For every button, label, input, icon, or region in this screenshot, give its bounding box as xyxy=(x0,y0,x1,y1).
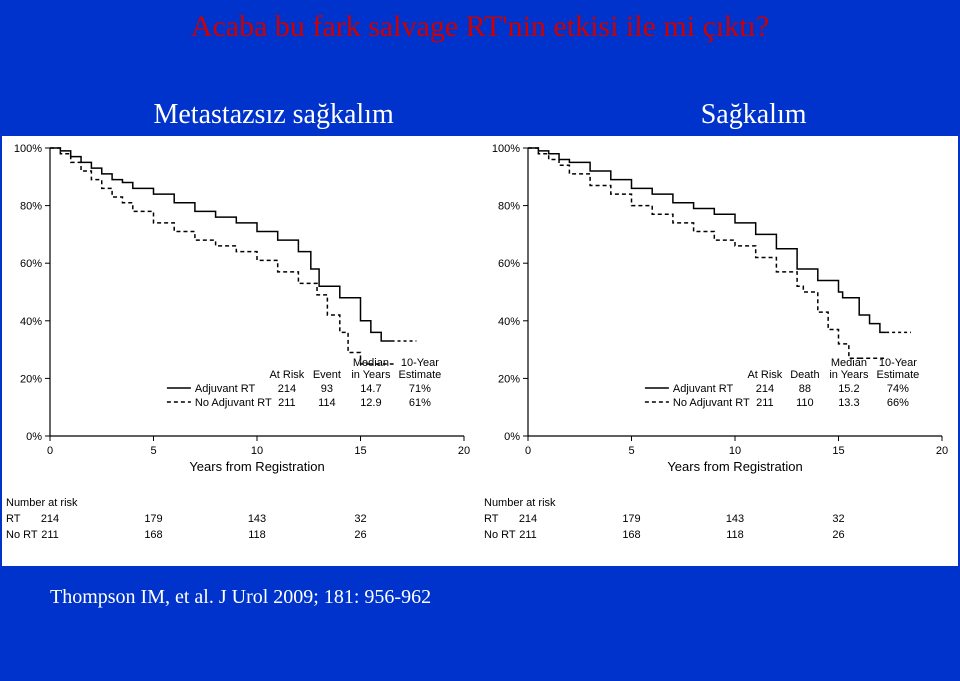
svg-text:80%: 80% xyxy=(20,201,42,213)
citation: Thompson IM, et al. J Urol 2009; 181: 95… xyxy=(50,586,960,609)
svg-text:20%: 20% xyxy=(20,373,42,385)
svg-text:32: 32 xyxy=(354,513,366,525)
svg-text:214: 214 xyxy=(278,383,296,395)
svg-text:Number at risk: Number at risk xyxy=(6,497,78,509)
svg-text:214: 214 xyxy=(756,383,774,395)
svg-text:211: 211 xyxy=(519,529,537,541)
svg-text:Event: Event xyxy=(313,369,341,381)
svg-text:214: 214 xyxy=(519,513,537,525)
svg-text:No RT: No RT xyxy=(6,529,38,541)
svg-text:At Risk: At Risk xyxy=(747,369,782,381)
svg-text:143: 143 xyxy=(248,513,266,525)
svg-text:0: 0 xyxy=(47,445,53,457)
svg-text:5: 5 xyxy=(628,445,634,457)
curve-adjuvant-rt xyxy=(50,148,392,341)
svg-text:Years from Registration: Years from Registration xyxy=(189,459,324,474)
svg-text:Adjuvant RT: Adjuvant RT xyxy=(673,383,734,395)
svg-text:12.9: 12.9 xyxy=(360,397,381,409)
svg-text:179: 179 xyxy=(144,513,162,525)
curve-no-adjuvant-rt xyxy=(50,148,369,364)
chart-left: 0% 20% 40% 60% 80% 100% 0 5 10 15 20 Years from Reg… xyxy=(2,136,480,566)
svg-text:0%: 0% xyxy=(504,431,520,443)
svg-text:Median: Median xyxy=(831,357,867,369)
svg-text:14.7: 14.7 xyxy=(360,383,381,395)
svg-text:26: 26 xyxy=(832,529,844,541)
svg-text:168: 168 xyxy=(622,529,640,541)
subtitle-row: Metastazsız sağkalım Sağkalım xyxy=(0,99,960,131)
svg-text:in Years: in Years xyxy=(351,369,391,381)
svg-text:20: 20 xyxy=(458,445,470,457)
svg-text:No RT: No RT xyxy=(484,529,516,541)
subtitle-right: Sağkalım xyxy=(701,99,807,131)
svg-text:211: 211 xyxy=(41,529,59,541)
svg-text:20%: 20% xyxy=(498,373,520,385)
svg-text:114: 114 xyxy=(318,397,336,409)
svg-text:71%: 71% xyxy=(409,383,431,395)
svg-text:93: 93 xyxy=(321,383,333,395)
svg-text:Estimate: Estimate xyxy=(399,369,442,381)
km-plot: 0% 20% 40% 60% 80% 100% 0 5 10 15 20 Years from Reg… xyxy=(2,136,480,566)
subtitle-left: Metastazsız sağkalım xyxy=(153,99,393,131)
svg-text:Death: Death xyxy=(790,369,819,381)
svg-text:Years from Registration: Years from Registration xyxy=(667,459,802,474)
svg-text:118: 118 xyxy=(248,529,266,541)
svg-text:Number at risk: Number at risk xyxy=(484,497,556,509)
svg-text:At Risk: At Risk xyxy=(269,369,304,381)
svg-text:143: 143 xyxy=(726,513,744,525)
svg-text:66%: 66% xyxy=(887,397,909,409)
svg-text:No Adjuvant RT: No Adjuvant RT xyxy=(673,397,750,409)
svg-text:in Years: in Years xyxy=(829,369,869,381)
svg-text:26: 26 xyxy=(354,529,366,541)
svg-text:88: 88 xyxy=(799,383,811,395)
svg-text:RT: RT xyxy=(6,513,21,525)
svg-text:15.2: 15.2 xyxy=(838,383,859,395)
svg-text:32: 32 xyxy=(832,513,844,525)
svg-text:5: 5 xyxy=(150,445,156,457)
svg-text:10-Year: 10-Year xyxy=(879,357,917,369)
svg-text:10-Year: 10-Year xyxy=(401,357,439,369)
svg-text:80%: 80% xyxy=(498,201,520,213)
svg-text:61%: 61% xyxy=(409,397,431,409)
svg-text:0%: 0% xyxy=(26,431,42,443)
svg-text:110: 110 xyxy=(796,397,814,409)
svg-text:Median: Median xyxy=(353,357,389,369)
svg-text:211: 211 xyxy=(278,397,296,409)
chart-right: 0% 20% 40% 60% 80% 100% 0 5 10 15 20 Years from Reg… xyxy=(480,136,958,566)
svg-text:40%: 40% xyxy=(498,316,520,328)
svg-text:60%: 60% xyxy=(20,258,42,270)
curve-adjuvant-rt xyxy=(528,148,886,332)
svg-text:13.3: 13.3 xyxy=(838,397,859,409)
svg-text:Estimate: Estimate xyxy=(877,369,920,381)
svg-text:10: 10 xyxy=(251,445,263,457)
svg-text:168: 168 xyxy=(144,529,162,541)
svg-text:118: 118 xyxy=(726,529,744,541)
svg-text:100%: 100% xyxy=(14,143,42,155)
svg-text:214: 214 xyxy=(41,513,59,525)
svg-text:10: 10 xyxy=(729,445,741,457)
svg-text:20: 20 xyxy=(936,445,948,457)
svg-text:RT: RT xyxy=(484,513,499,525)
svg-text:0: 0 xyxy=(525,445,531,457)
svg-text:40%: 40% xyxy=(20,316,42,328)
charts-container: 0%20%40%60%80%100%05101520Years from Reg… xyxy=(0,136,960,566)
svg-text:15: 15 xyxy=(832,445,844,457)
svg-text:No Adjuvant RT: No Adjuvant RT xyxy=(195,397,272,409)
svg-text:60%: 60% xyxy=(498,258,520,270)
svg-text:100%: 100% xyxy=(492,143,520,155)
curve-no-adjuvant-rt xyxy=(528,148,859,358)
svg-text:211: 211 xyxy=(756,397,774,409)
svg-text:179: 179 xyxy=(622,513,640,525)
slide-title: Acaba bu fark salvage RT'nin etkisi ile … xyxy=(0,0,960,44)
svg-text:74%: 74% xyxy=(887,383,909,395)
svg-text:15: 15 xyxy=(354,445,366,457)
km-plot: 0% 20% 40% 60% 80% 100% 0 5 10 15 20 Years from Reg… xyxy=(480,136,958,566)
svg-text:Adjuvant RT: Adjuvant RT xyxy=(195,383,256,395)
